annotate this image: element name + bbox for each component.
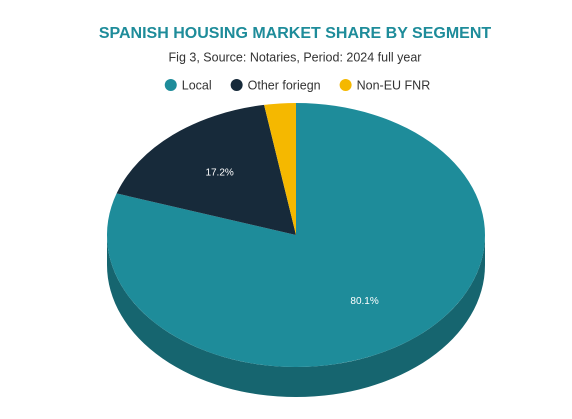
pie-side bbox=[107, 235, 485, 397]
legend-label: Other foriegn bbox=[248, 78, 321, 92]
legend-marker bbox=[339, 79, 352, 91]
legend-marker bbox=[164, 79, 177, 91]
legend-label: Non-EU FNR bbox=[357, 78, 431, 92]
legend-marker bbox=[230, 79, 243, 91]
data-label: 17.2% bbox=[205, 168, 233, 179]
pie-slice bbox=[264, 103, 296, 235]
chart-subtitle: Fig 3, Source: Notaries, Period: 2024 fu… bbox=[169, 50, 422, 64]
legend-label: Local bbox=[182, 78, 212, 92]
pie-slice bbox=[116, 104, 297, 235]
chart-title: SPANISH HOUSING MARKET SHARE BY SEGMENT bbox=[99, 25, 492, 42]
data-label: 80.1% bbox=[350, 296, 378, 307]
